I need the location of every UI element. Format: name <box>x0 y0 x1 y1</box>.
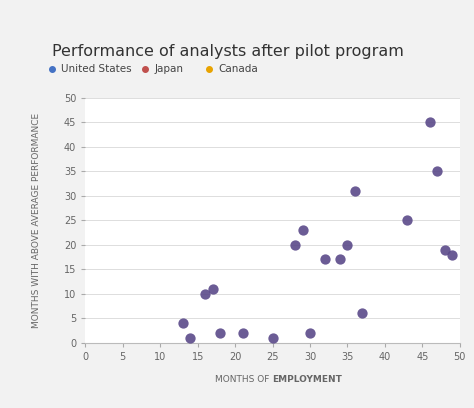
Point <box>344 242 351 248</box>
Text: United States: United States <box>61 64 132 73</box>
Point <box>434 168 441 175</box>
Point <box>186 335 194 341</box>
Point <box>306 330 314 336</box>
Point <box>351 188 359 194</box>
Point <box>179 320 186 326</box>
Text: Canada: Canada <box>218 64 258 73</box>
Text: Japan: Japan <box>155 64 183 73</box>
Point <box>359 310 366 317</box>
Point <box>209 286 217 292</box>
Point <box>201 290 209 297</box>
Point <box>441 246 448 253</box>
Point <box>403 217 411 224</box>
Point <box>321 256 329 263</box>
Point <box>239 330 246 336</box>
Point <box>216 330 224 336</box>
Point <box>448 251 456 258</box>
Point <box>269 335 276 341</box>
Point <box>291 242 299 248</box>
Text: EMPLOYMENT: EMPLOYMENT <box>273 375 342 384</box>
Text: Performance of analysts after pilot program: Performance of analysts after pilot prog… <box>52 44 403 59</box>
Text: MONTHS WITH ABOVE AVERAGE PERFORMANCE: MONTHS WITH ABOVE AVERAGE PERFORMANCE <box>32 113 41 328</box>
Point <box>299 227 306 233</box>
Point <box>426 119 434 126</box>
Text: MONTHS OF: MONTHS OF <box>215 375 273 384</box>
Point <box>336 256 344 263</box>
